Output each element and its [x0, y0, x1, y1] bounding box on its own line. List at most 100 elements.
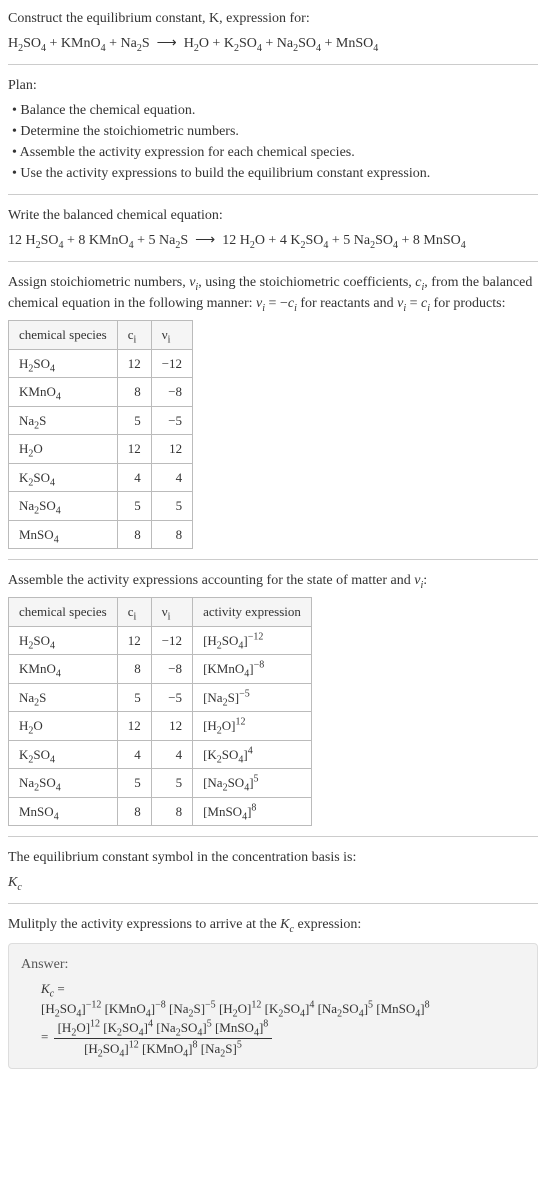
- cell-species: MnSO4: [9, 520, 118, 549]
- cell-c: 8: [117, 378, 151, 407]
- cell-species: Na2S: [9, 683, 118, 712]
- cell-expr: [KMnO4]−8: [193, 655, 312, 684]
- table-row: KMnO48−8: [9, 378, 193, 407]
- table-row: K2SO444: [9, 463, 193, 492]
- divider: [8, 194, 538, 195]
- cell-v: −8: [151, 655, 192, 684]
- plan-item: • Assemble the activity expression for e…: [12, 142, 538, 163]
- cell-c: 4: [117, 740, 151, 769]
- balanced-section: Write the balanced chemical equation: 12…: [8, 205, 538, 251]
- cell-v: −5: [151, 406, 192, 435]
- kc-line3: = [H2O]12 [K2SO4]4 [Na2SO4]5 [MnSO4]8 [H…: [41, 1018, 525, 1058]
- plan-item-text: Use the activity expressions to build th…: [20, 166, 430, 181]
- table-row: K2SO444[K2SO4]4: [9, 740, 312, 769]
- cell-species: Na2SO4: [9, 492, 118, 521]
- cell-expr: [Na2S]−5: [193, 683, 312, 712]
- cell-v: 12: [151, 712, 192, 741]
- activity-body: H2SO412−12[H2SO4]−12KMnO48−8[KMnO4]−8Na2…: [9, 626, 312, 826]
- kc-denominator: [H2SO4]12 [KMnO4]8 [Na2S]5: [54, 1039, 273, 1059]
- cell-c: 5: [117, 492, 151, 521]
- cell-expr: [H2SO4]−12: [193, 626, 312, 655]
- col-c: ci: [117, 598, 151, 627]
- plan-title: Plan:: [8, 75, 538, 96]
- col-species: chemical species: [9, 321, 118, 350]
- col-v: νi: [151, 321, 192, 350]
- table-row: MnSO488[MnSO4]8: [9, 797, 312, 826]
- kc-numerator: [H2O]12 [K2SO4]4 [Na2SO4]5 [MnSO4]8: [54, 1018, 273, 1039]
- table-row: Na2S5−5: [9, 406, 193, 435]
- cell-v: 4: [151, 463, 192, 492]
- activity-table: chemical species ci νi activity expressi…: [8, 597, 312, 826]
- plan-item: • Determine the stoichiometric numbers.: [12, 121, 538, 142]
- col-expr: activity expression: [193, 598, 312, 627]
- cell-c: 8: [117, 797, 151, 826]
- plan-section: Plan: • Balance the chemical equation. •…: [8, 75, 538, 184]
- cell-c: 5: [117, 769, 151, 798]
- cell-v: 12: [151, 435, 192, 464]
- plan-item-text: Assemble the activity expression for eac…: [20, 145, 355, 160]
- plan-item-text: Balance the chemical equation.: [20, 103, 195, 118]
- cell-expr: [Na2SO4]5: [193, 769, 312, 798]
- divider: [8, 261, 538, 262]
- cell-v: 5: [151, 492, 192, 521]
- table-header-row: chemical species ci νi activity expressi…: [9, 598, 312, 627]
- cell-species: Na2SO4: [9, 769, 118, 798]
- stoich-table: chemical species ci νi H2SO412−12KMnO48−…: [8, 320, 193, 549]
- plan-item: • Use the activity expressions to build …: [12, 163, 538, 184]
- cell-v: 5: [151, 769, 192, 798]
- plan-list: • Balance the chemical equation. • Deter…: [8, 100, 538, 184]
- divider: [8, 903, 538, 904]
- kc-line2: [H2SO4]−12 [KMnO4]−8 [Na2S]−5 [H2O]12 [K…: [41, 999, 525, 1019]
- cell-c: 12: [117, 626, 151, 655]
- cell-species: KMnO4: [9, 655, 118, 684]
- cell-c: 8: [117, 655, 151, 684]
- symbol-section: The equilibrium constant symbol in the c…: [8, 847, 538, 893]
- table-row: Na2SO455: [9, 492, 193, 521]
- cell-c: 5: [117, 406, 151, 435]
- cell-c: 4: [117, 463, 151, 492]
- cell-v: 8: [151, 797, 192, 826]
- answer-box: Answer: Kc = [H2SO4]−12 [KMnO4]−8 [Na2S]…: [8, 943, 538, 1069]
- cell-v: −5: [151, 683, 192, 712]
- col-species: chemical species: [9, 598, 118, 627]
- cell-v: −12: [151, 626, 192, 655]
- cell-expr: [H2O]12: [193, 712, 312, 741]
- kc-expression: Kc = [H2SO4]−12 [KMnO4]−8 [Na2S]−5 [H2O]…: [41, 979, 525, 1058]
- prompt-text: Construct the equilibrium constant, K, e…: [8, 8, 538, 29]
- cell-species: H2O: [9, 435, 118, 464]
- kc-fraction: [H2O]12 [K2SO4]4 [Na2SO4]5 [MnSO4]8 [H2S…: [54, 1018, 273, 1058]
- table-row: Na2SO455[Na2SO4]5: [9, 769, 312, 798]
- divider: [8, 559, 538, 560]
- table-row: H2SO412−12[H2SO4]−12: [9, 626, 312, 655]
- equals-sign: =: [41, 1029, 52, 1044]
- cell-expr: [MnSO4]8: [193, 797, 312, 826]
- cell-species: H2SO4: [9, 349, 118, 378]
- kc-line1: Kc =: [41, 979, 525, 999]
- table-row: H2SO412−12: [9, 349, 193, 378]
- cell-species: K2SO4: [9, 740, 118, 769]
- table-row: H2O1212[H2O]12: [9, 712, 312, 741]
- multiply-intro: Mulitply the activity expressions to arr…: [8, 914, 538, 935]
- cell-c: 12: [117, 349, 151, 378]
- activity-section: Assemble the activity expressions accoun…: [8, 570, 538, 826]
- cell-c: 8: [117, 520, 151, 549]
- cell-v: −8: [151, 378, 192, 407]
- answer-label: Answer:: [21, 954, 525, 975]
- symbol-value: Kc: [8, 872, 538, 893]
- cell-v: 4: [151, 740, 192, 769]
- symbol-intro: The equilibrium constant symbol in the c…: [8, 847, 538, 868]
- col-v: νi: [151, 598, 192, 627]
- cell-species: MnSO4: [9, 797, 118, 826]
- divider: [8, 836, 538, 837]
- col-c: ci: [117, 321, 151, 350]
- cell-species: H2O: [9, 712, 118, 741]
- cell-species: H2SO4: [9, 626, 118, 655]
- unbalanced-equation: H2SO4 + KMnO4 + Na2S ⟶ H2O + K2SO4 + Na2…: [8, 33, 538, 54]
- stoich-body: H2SO412−12KMnO48−8Na2S5−5H2O1212K2SO444N…: [9, 349, 193, 549]
- cell-v: −12: [151, 349, 192, 378]
- cell-species: Na2S: [9, 406, 118, 435]
- table-header-row: chemical species ci νi: [9, 321, 193, 350]
- cell-c: 12: [117, 712, 151, 741]
- cell-v: 8: [151, 520, 192, 549]
- stoich-section: Assign stoichiometric numbers, νi, using…: [8, 272, 538, 549]
